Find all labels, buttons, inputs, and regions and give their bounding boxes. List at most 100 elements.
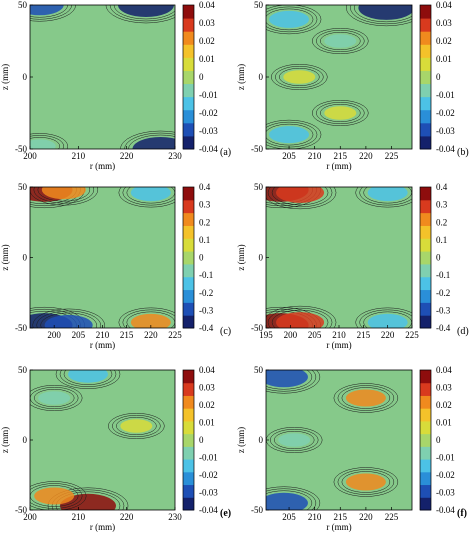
colorbar-tick-label: -0.03 <box>199 126 218 136</box>
colorbar-tick-label: -0.1 <box>199 270 213 280</box>
y-axis-label: z (mm) <box>236 427 246 453</box>
contour-line <box>341 471 391 493</box>
x-tick-label: 215 <box>120 330 134 340</box>
y-tick-label: 50 <box>254 182 264 192</box>
colorbar-segment <box>183 109 194 124</box>
contour-blob <box>278 433 311 447</box>
colorbar-tick-label: 0 <box>436 435 441 445</box>
contour-line <box>59 370 117 387</box>
plot-area <box>30 5 175 149</box>
contour-line <box>266 123 314 146</box>
contour-line <box>320 32 361 50</box>
x-tick-label: 210 <box>332 330 346 340</box>
colorbar-segment <box>420 212 431 226</box>
x-tick-label: 220 <box>120 151 134 161</box>
contour-line <box>267 307 333 328</box>
colorbar-segment <box>420 109 431 124</box>
contour-blob <box>266 492 308 510</box>
contour-line <box>109 5 175 22</box>
colorbar-tick-label: 0 <box>199 435 204 445</box>
colorbar-segment <box>183 382 194 396</box>
colorbar-segment <box>420 471 431 486</box>
contour-line <box>355 187 412 208</box>
colorbar-segment <box>420 187 431 201</box>
x-tick-label: 220 <box>381 330 395 340</box>
colorbar-segment <box>420 225 431 239</box>
colorbar-tick-label: 0.04 <box>436 365 452 375</box>
colorbar-tick-label: -0.04 <box>436 144 455 154</box>
colorbar-segment <box>420 18 431 32</box>
colorbar-segment <box>420 446 431 460</box>
contour-line <box>337 385 395 411</box>
colorbar-segment <box>420 459 431 473</box>
colorbar-tick-label: 0.1 <box>199 235 210 245</box>
colorbar-segment <box>420 31 431 45</box>
contour-line <box>30 135 64 149</box>
contour-line <box>30 133 68 149</box>
colorbar: 0.4 0.3 0.2 0.1 0 -0.1 -0.2 -0.3 -0.4 <box>182 182 214 333</box>
y-tick-label: -50 <box>251 144 263 154</box>
contour-blob <box>269 126 310 144</box>
contour-blob <box>266 370 308 388</box>
x-tick-label: 210 <box>72 151 86 161</box>
colorbar-segment <box>420 276 431 291</box>
contour-line <box>108 413 165 439</box>
colorbar-tick-label: -0.2 <box>436 288 450 298</box>
colorbar-segment <box>183 135 194 150</box>
contour-line <box>337 469 395 495</box>
colorbar-tick-label: -0.01 <box>436 453 455 463</box>
contour-line <box>33 389 75 407</box>
colorbar: 0.04 0.03 0.02 0.01 0 -0.01 -0.02 -0.03 -0.04 <box>419 0 455 154</box>
contour-line <box>32 308 105 328</box>
contour-line <box>118 187 175 208</box>
colorbar-tick-label: 0.04 <box>436 0 452 10</box>
colorbar-tick-label: -0.4 <box>436 323 451 333</box>
contour-line <box>30 5 72 20</box>
colorbar-tick-label: -0.2 <box>199 288 213 298</box>
contour-blob <box>345 473 386 491</box>
contour-line <box>266 5 322 35</box>
y-tick-label: 0 <box>23 253 28 263</box>
contour-line <box>113 5 175 20</box>
colorbar-segment <box>183 187 194 201</box>
contour-line <box>30 137 60 149</box>
y-axis-label: z (mm) <box>236 244 246 270</box>
colorbar-segment <box>420 497 431 511</box>
colorbar-tick-label: 0.2 <box>199 217 210 227</box>
colorbar-segment <box>420 370 431 384</box>
colorbar-segment <box>420 57 431 71</box>
contour-line <box>316 102 365 124</box>
contour-features <box>30 187 175 328</box>
colorbar-tick-label: 0.03 <box>199 18 215 28</box>
y-tick-label: 0 <box>23 435 28 445</box>
panel-label: (b) <box>457 147 469 158</box>
y-tick-label: 0 <box>259 253 264 263</box>
contour-blob <box>30 139 56 149</box>
colorbar-segment <box>183 315 194 329</box>
y-tick-label: 0 <box>259 72 264 82</box>
x-axis-label: r (mm) <box>90 522 115 532</box>
colorbar-frame <box>419 369 432 511</box>
x-axis-label: r (mm) <box>326 522 351 532</box>
colorbar-tick-label: 0.01 <box>199 418 215 428</box>
y-axis-label: z (mm) <box>0 244 10 270</box>
contour-blob <box>132 137 175 149</box>
colorbar-segment <box>420 251 431 265</box>
contour-line <box>30 483 83 509</box>
contour-blob <box>345 389 386 407</box>
contour-line <box>266 486 321 510</box>
colorbar-segment <box>183 302 194 316</box>
colorbar-tick-label: -0.02 <box>199 470 218 480</box>
colorbar-tick-label: 0.4 <box>199 182 211 192</box>
contour-line <box>266 187 337 210</box>
colorbar-segment <box>183 263 194 278</box>
colorbar-segment <box>183 83 194 98</box>
contour-blob <box>130 313 171 328</box>
colorbar-tick-label: 0.02 <box>199 400 215 410</box>
colorbar-segment <box>183 31 194 45</box>
